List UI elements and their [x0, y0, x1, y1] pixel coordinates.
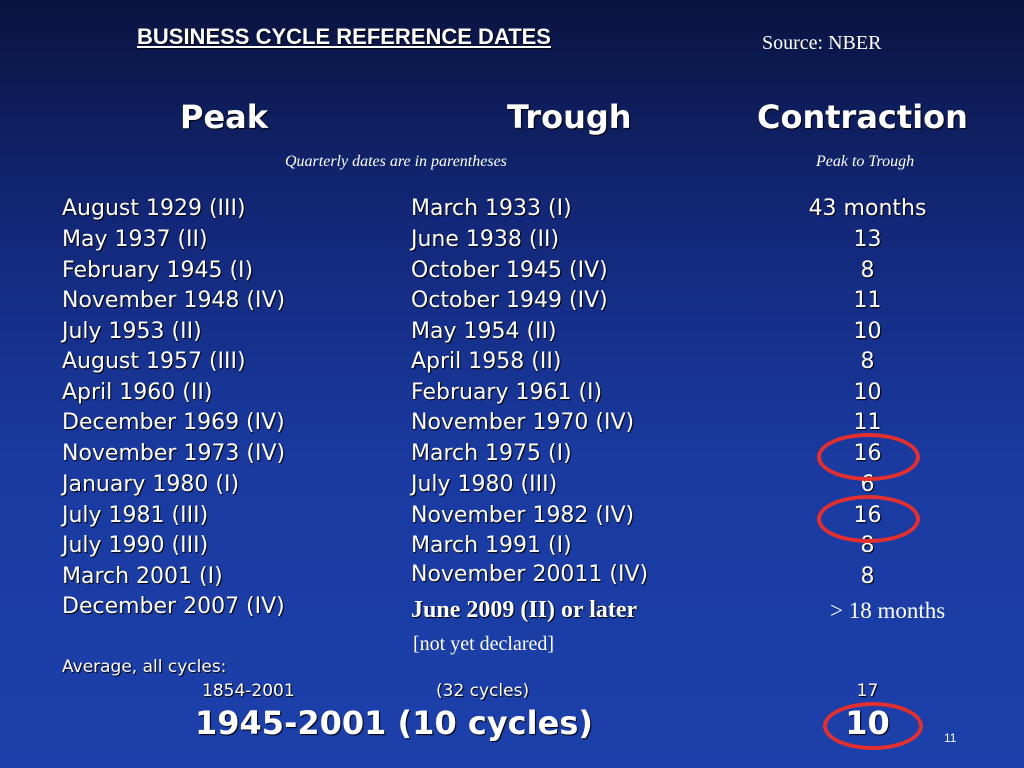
peak-cell: February 1945 (I) [62, 258, 254, 283]
highlight-circle [817, 495, 920, 543]
contraction-header: Contraction [757, 98, 968, 136]
months-cell: 10 [853, 319, 882, 344]
trough-cell: July 1980 (III) [411, 472, 558, 497]
peak-cell: August 1957 (III) [62, 349, 246, 374]
peak-cell: August 1929 (III) [62, 196, 246, 221]
highlight-circle [823, 702, 923, 750]
peak-cell: July 1953 (II) [62, 319, 202, 344]
long-average-value: 17 [856, 681, 879, 701]
peak-header: Peak [180, 98, 269, 136]
peak-cell: July 1981 (III) [62, 503, 209, 528]
quarterly-note: Quarterly dates are in parentheses [285, 153, 507, 170]
source-note: Source: NBER [762, 32, 882, 54]
contraction-note: Peak to Trough [816, 153, 915, 170]
long-cycles-label: (32 cycles) [436, 681, 530, 701]
peak-cell: July 1990 (III) [62, 533, 209, 558]
trough-cell: May 1954 (II) [411, 319, 557, 344]
peak-cell: March 2001 (I) [62, 564, 223, 589]
trough-cell: March 1991 (I) [411, 533, 572, 558]
peak-cell: January 1980 (I) [62, 472, 240, 497]
average-label: Average, all cycles: [62, 657, 227, 677]
trough-cell: October 1945 (IV) [411, 258, 608, 283]
months-cell: 8 [860, 258, 875, 283]
peak-cell: May 1937 (II) [62, 227, 208, 252]
slide-title: BUSINESS CYCLE REFERENCE DATES [137, 24, 551, 49]
peak-cell: December 1969 (IV) [62, 410, 285, 435]
postwar-label: 1945-2001 (10 cycles) [195, 704, 593, 742]
peak-cell: December 2007 (IV) [62, 594, 285, 619]
trough-cell: March 1933 (I) [411, 196, 572, 221]
trough-cell: March 1975 (I) [411, 441, 572, 466]
trough-header: Trough [507, 98, 632, 136]
months-cell: > 18 months [830, 598, 946, 623]
months-cell: 8 [860, 564, 875, 589]
trough-cell: November 1982 (IV) [411, 503, 635, 528]
trough-cell: June 1938 (II) [411, 227, 560, 252]
peak-cell: April 1960 (II) [62, 380, 213, 405]
trough-cell: October 1949 (IV) [411, 288, 608, 313]
trough-cell: February 1961 (I) [411, 380, 603, 405]
peak-cell: November 1973 (IV) [62, 441, 286, 466]
months-cell: 8 [860, 349, 875, 374]
months-cell: 13 [853, 227, 882, 252]
highlight-circle [817, 433, 920, 481]
slide-number: 11 [944, 731, 957, 745]
trough-cell: April 1958 (II) [411, 349, 562, 374]
months-cell: 11 [853, 410, 882, 435]
trough-cell: June 2009 (II) or later [411, 597, 638, 623]
peak-cell: November 1948 (IV) [62, 288, 286, 313]
months-cell: 11 [853, 288, 882, 313]
long-period-label: 1854-2001 [202, 681, 295, 701]
months-cell: 43 months [808, 196, 927, 221]
not-declared-note: [not yet declared] [413, 633, 555, 655]
trough-cell: November 1970 (IV) [411, 410, 635, 435]
trough-cell: November 20011 (IV) [411, 562, 649, 587]
months-cell: 10 [853, 380, 882, 405]
